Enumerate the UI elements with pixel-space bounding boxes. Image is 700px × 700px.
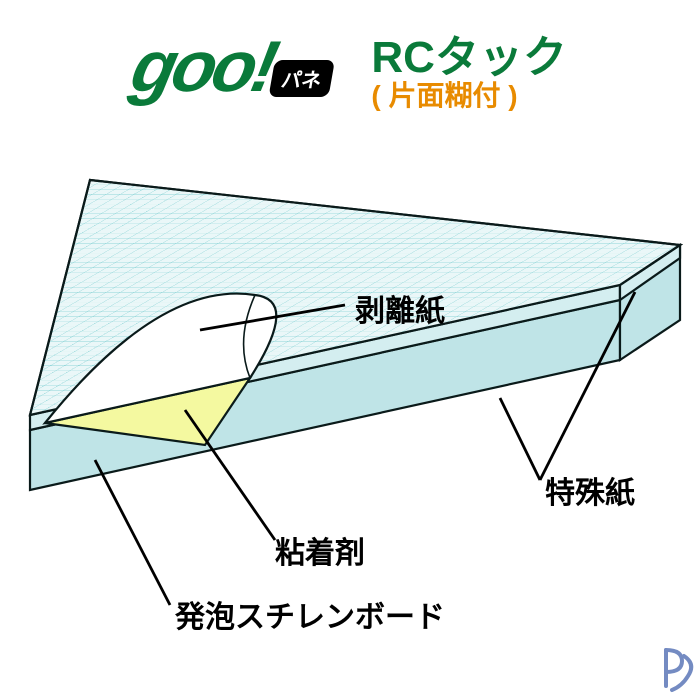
title-sub: ( 片面糊付 ) bbox=[371, 81, 567, 112]
title-main: RCタック bbox=[371, 35, 567, 81]
leader-special-paper-bottom bbox=[500, 398, 540, 480]
label-release-paper: 剥離紙 bbox=[355, 286, 445, 330]
logo: goo! パネ bbox=[133, 35, 331, 101]
logo-pane-badge: パネ bbox=[269, 60, 336, 97]
logo-goo-text: goo! bbox=[126, 35, 280, 100]
watermark-logo bbox=[660, 646, 694, 694]
leader-foam-board bbox=[95, 460, 170, 605]
label-foam-board: 発泡スチレンボード bbox=[175, 592, 445, 636]
label-adhesive: 粘着剤 bbox=[275, 528, 365, 572]
label-special-paper: 特殊紙 bbox=[545, 468, 635, 512]
title-block: RCタック ( 片面糊付 ) bbox=[371, 35, 567, 112]
layer-diagram: 剥離紙 特殊紙 粘着剤 発泡スチレンボード bbox=[0, 150, 700, 670]
